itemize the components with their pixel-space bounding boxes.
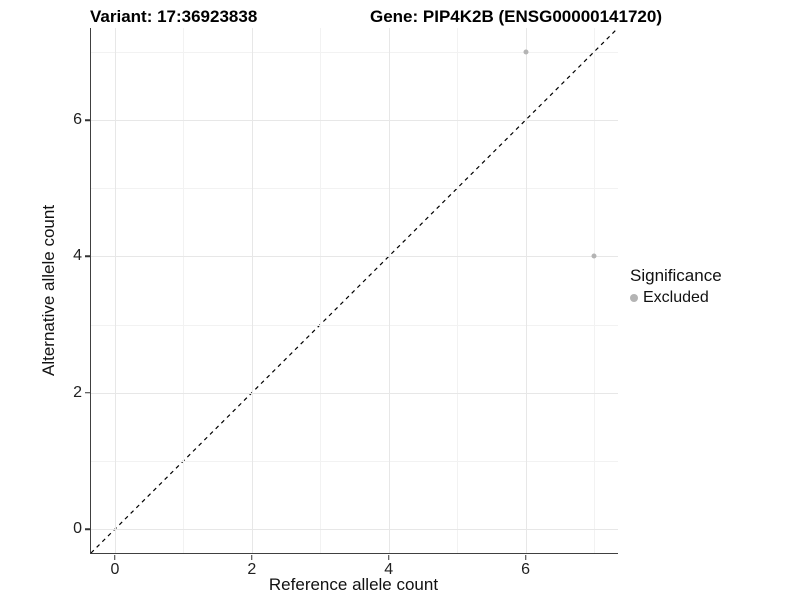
- plot-panel: 0 2 4 6 0 2 4 6: [73, 27, 619, 578]
- gridline-major-x: [525, 28, 527, 553]
- x-axis-tick: [114, 554, 116, 560]
- gridline-major-x: [388, 28, 390, 553]
- x-axis-tick-label: 6: [521, 561, 531, 578]
- gridline-minor-y: [91, 51, 618, 53]
- y-axis-tick-label: 4: [73, 247, 82, 265]
- y-axis-tick-label: 2: [73, 383, 82, 401]
- x-axis-tick: [387, 554, 390, 560]
- legend-item-excluded: Excluded: [630, 289, 722, 307]
- legend: Significance Excluded: [630, 266, 722, 307]
- data-point: [523, 49, 529, 55]
- gridline-minor-x: [183, 28, 185, 553]
- x-axis-tick-label: 4: [384, 561, 394, 578]
- legend-item-label: Excluded: [643, 289, 709, 306]
- gridline-minor-x: [457, 28, 459, 553]
- identity-dashed-line: [90, 27, 619, 554]
- legend-title: Significance: [630, 266, 722, 285]
- y-axis-tick-label: 0: [73, 520, 82, 538]
- legend-point-icon: [630, 294, 638, 302]
- gridline-minor-y: [91, 188, 618, 190]
- y-axis-tick: [84, 392, 90, 394]
- gridline-minor-y: [91, 460, 618, 462]
- y-axis-tick: [84, 255, 90, 258]
- plot-title-variant: Variant: 17:36923838: [90, 7, 258, 26]
- x-axis-title: Reference allele count: [268, 575, 439, 594]
- x-axis-tick-label: 2: [247, 561, 257, 578]
- gridline-major-x: [251, 28, 253, 553]
- gridline-major-y: [91, 256, 618, 258]
- x-axis-tick: [251, 554, 253, 560]
- y-axis-tick: [84, 119, 90, 121]
- gridline-minor-x: [594, 28, 596, 553]
- gridline-major-y: [91, 120, 618, 122]
- gridline-major-x: [114, 28, 116, 553]
- data-point: [591, 253, 597, 259]
- y-axis-tick: [84, 528, 90, 530]
- y-axis-title: Alternative allele count: [39, 204, 58, 377]
- gridline-minor-x: [320, 28, 322, 553]
- gridline-minor-y: [91, 324, 618, 326]
- y-axis-tick-label: 6: [73, 111, 82, 129]
- plot-title-gene: Gene: PIP4K2B (ENSG00000141720): [370, 7, 662, 26]
- x-axis-tick-label: 0: [110, 561, 120, 578]
- x-axis-tick: [524, 554, 527, 560]
- gridline-major-y: [91, 392, 618, 394]
- gridline-major-y: [91, 529, 618, 531]
